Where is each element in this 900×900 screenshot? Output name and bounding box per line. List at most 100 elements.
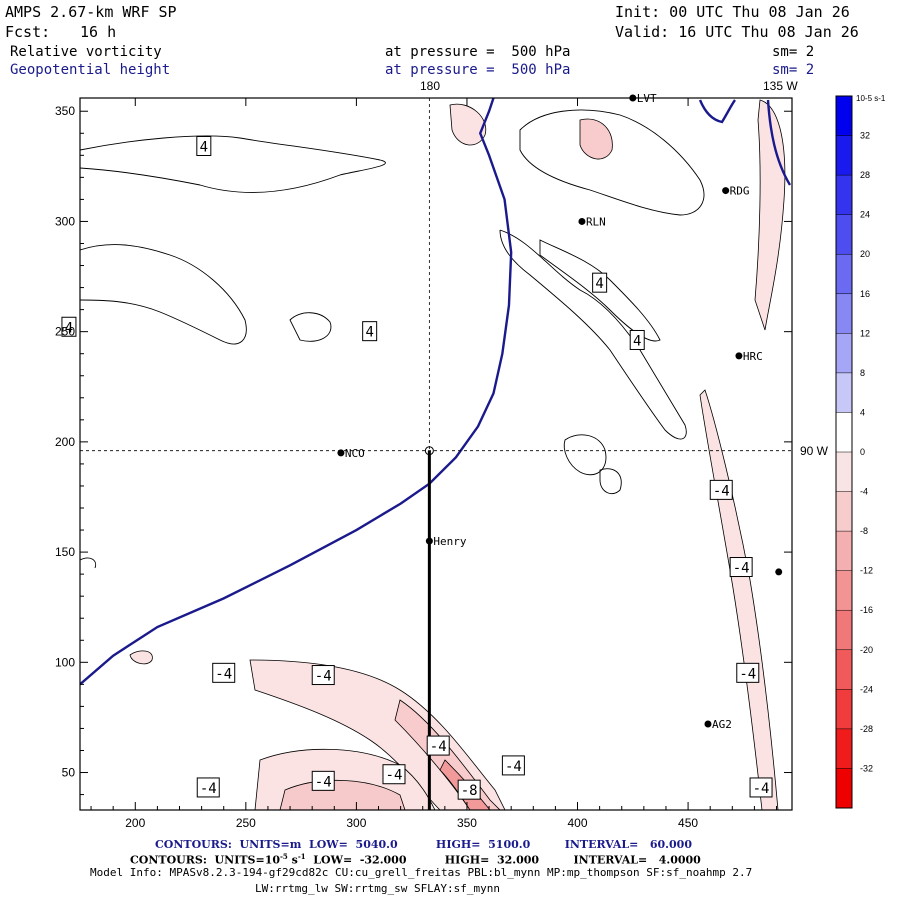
x-tick-label: 350 — [457, 816, 477, 830]
contour-label-box — [629, 329, 645, 350]
contour-label-box — [311, 665, 335, 686]
contour-label: -4 — [505, 759, 522, 775]
colorbar-label: 0 — [860, 447, 865, 457]
pos-vort-contour-ne2 — [539, 239, 661, 342]
y-tick-label: 100 — [55, 655, 75, 669]
y-tick-label: 300 — [55, 214, 75, 228]
init-time: Init: 00 UTC Thu 08 Jan 26 — [615, 3, 850, 21]
fcst-value: 16 h — [80, 23, 117, 41]
pos-vort-contour-w — [80, 244, 247, 345]
vorticity-contours — [80, 109, 705, 569]
footer-model-info-2: LW:rrtmg_lw SW:rrtmg_sw SFLAY:sf_mynn — [255, 882, 501, 895]
height-contour-ne — [766, 99, 792, 186]
colorbar-swatch — [836, 175, 852, 216]
station-label: RLN — [586, 215, 606, 228]
station-marker — [722, 187, 730, 195]
colorbar-swatch — [836, 452, 852, 493]
height-contour-ne-small — [698, 99, 736, 124]
station-label: HRC — [743, 350, 763, 363]
colorbar-label: -28 — [860, 724, 873, 734]
colorbar-label: -32 — [860, 763, 873, 773]
colorbar-label: 8 — [860, 368, 865, 378]
x-tick-label: 300 — [346, 816, 366, 830]
contour-label-box — [311, 770, 335, 791]
reference-lines — [80, 98, 792, 810]
colorbar-label: 12 — [860, 328, 870, 338]
contour-label: -4 — [215, 666, 232, 682]
station-label: Henry — [433, 535, 466, 548]
colorbar-swatch — [836, 649, 852, 690]
station-label: AG2 — [712, 718, 732, 731]
field1-pressure: at pressure = 500 hPa — [385, 44, 571, 60]
colorbar-swatch — [836, 333, 852, 374]
lon-label-180: 180 — [420, 79, 440, 93]
colorbar-label: 32 — [860, 131, 870, 141]
fcst-label: Fcst: — [5, 23, 51, 41]
pos-vort-contour-ne — [499, 229, 687, 440]
footer-model-info: Model Info: MPASv8.2.3-194-gf29cd82c CU:… — [90, 866, 753, 879]
y-tick-label: 350 — [55, 104, 75, 118]
contour-label: -4 — [739, 666, 756, 682]
lon-label-135w: 135 W — [763, 79, 798, 93]
field2-name: Geopotential height — [10, 62, 171, 78]
field2-pressure: at pressure = 500 hPa — [385, 62, 571, 78]
colorbar-swatch — [836, 135, 852, 176]
colorbar-swatch — [836, 293, 852, 334]
contour-label: -4 — [733, 561, 750, 577]
contour-label: -4 — [386, 768, 403, 784]
colorbar-swatch — [836, 254, 852, 295]
contour-label-box — [382, 764, 406, 785]
contour-label-box — [592, 272, 608, 293]
station-label: NCO — [345, 447, 365, 460]
cross-section-top-marker — [424, 446, 434, 456]
contour-label: -8 — [461, 783, 478, 799]
colorbar-label: 28 — [860, 170, 870, 180]
colorbar-label: -24 — [860, 684, 873, 694]
x-tick-label: 400 — [567, 816, 587, 830]
contour-label: -4 — [430, 739, 447, 755]
contour-label-box — [196, 777, 220, 798]
colorbar-label: -4 — [860, 487, 868, 497]
colorbar-swatch — [836, 768, 852, 809]
pos-vort-contour-center2 — [599, 468, 622, 494]
plot-frame — [79, 97, 793, 811]
colorbar-label: -16 — [860, 605, 873, 615]
field2-smooth: sm= 2 — [772, 62, 815, 78]
neg-vort-band-south — [249, 659, 506, 810]
pos-vort-contour-nw — [80, 135, 386, 193]
contour-label-box — [749, 777, 773, 798]
contour-label: 4 — [65, 320, 73, 336]
station-label: RDG — [730, 185, 750, 198]
colorbar-swatch — [836, 214, 852, 255]
colorbar: 32 28 24 20 16 12 8 4 0 -4 -8 -12 -16 -20 -24 -28 -32 — [835, 95, 873, 809]
colorbar-swatch — [836, 728, 852, 769]
y-tick-label: 250 — [55, 325, 75, 339]
neg-vort-small-1 — [579, 118, 613, 160]
footer-vort-contours-a: CONTOURS: UNITS=10-5 s-1 LOW= -32.000 HI… — [130, 852, 701, 867]
station-marker — [425, 537, 433, 545]
colorbar-swatch — [836, 531, 852, 572]
station-marker — [735, 352, 743, 360]
contour-label: -4 — [315, 774, 332, 790]
height-contour-5040 — [80, 98, 513, 686]
y-tick-label: 50 — [62, 766, 76, 780]
colorbar-swatch — [836, 570, 852, 611]
x-tick-label: 200 — [125, 816, 145, 830]
pos-vort-contour-sw — [80, 557, 97, 569]
field1-smooth: sm= 2 — [772, 44, 815, 60]
contour-label: 4 — [595, 276, 603, 292]
pos-vort-contour-cluster — [519, 109, 705, 216]
colorbar-swatch — [836, 491, 852, 532]
height-contour-group — [80, 98, 792, 686]
valid-time: Valid: 16 UTC Thu 08 Jan 26 — [615, 23, 859, 41]
contour-label-group: 4 4 4 4 4 -4 -4 -4 -4 -4 -4 -4 -4 -4 -4 -8 -4 — [61, 135, 773, 800]
pos-vort-contour-center — [563, 434, 607, 476]
contour-label: -4 — [315, 669, 332, 685]
neg-vort-sw-patch2 — [279, 779, 406, 810]
colorbar-label: -12 — [860, 566, 873, 576]
station-marker — [775, 568, 783, 576]
colorbar-label: 4 — [860, 407, 865, 417]
contour-label: 4 — [365, 325, 373, 341]
colorbar-label: 16 — [860, 289, 870, 299]
